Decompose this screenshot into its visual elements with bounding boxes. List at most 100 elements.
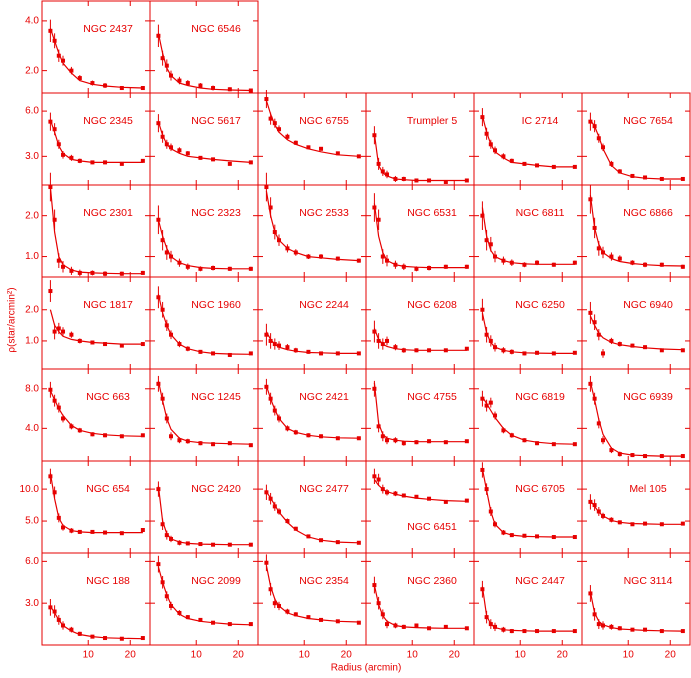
data-point [119, 434, 124, 439]
data-point [393, 623, 398, 628]
data-point [464, 178, 469, 183]
panel-frame [473, 368, 583, 462]
data-point [69, 155, 74, 160]
data-point [164, 416, 169, 421]
data-point [376, 217, 381, 222]
panel-frame [365, 460, 475, 554]
data-point [480, 213, 485, 218]
data-point [385, 338, 390, 343]
data-point [643, 345, 648, 350]
data-point [306, 433, 311, 438]
data-point [488, 242, 493, 247]
data-point [169, 73, 174, 78]
data-point [464, 498, 469, 503]
data-point [592, 612, 597, 617]
data-point [52, 217, 57, 222]
data-point [501, 348, 506, 353]
y-tick-label: 4.0 [25, 423, 39, 434]
data-point [488, 338, 493, 343]
panel-title: NGC 2099 [191, 575, 241, 587]
panel-frame [149, 552, 259, 646]
data-point [52, 398, 57, 403]
fit-line [589, 500, 683, 525]
data-point [227, 266, 232, 271]
data-point [601, 513, 606, 518]
data-point [551, 535, 556, 540]
data-point [48, 119, 53, 124]
data-point [572, 535, 577, 540]
panel-title: NGC 663 [86, 391, 130, 403]
data-point [592, 320, 597, 325]
fit-line [157, 121, 251, 163]
fit-line [481, 115, 575, 168]
data-point [488, 622, 493, 627]
panel-title: NGC 6811 [516, 207, 565, 219]
data-point [643, 521, 648, 526]
data-point [164, 594, 169, 599]
panel-title: NGC 6819 [515, 391, 565, 403]
data-point [427, 178, 432, 183]
y-tick-label: 8.0 [25, 383, 39, 394]
panel-frame [41, 92, 151, 186]
data-point [169, 603, 174, 608]
data-point [177, 78, 182, 83]
data-point [385, 622, 390, 627]
data-point [285, 246, 290, 251]
panel-frame [257, 276, 367, 370]
x-tick-label: 10 [191, 650, 203, 661]
data-point [617, 342, 622, 347]
data-point [480, 467, 485, 472]
data-point [596, 622, 601, 627]
data-point [522, 438, 527, 443]
data-point [617, 452, 622, 457]
data-point [617, 626, 622, 631]
data-point [380, 612, 385, 617]
data-point [285, 345, 290, 350]
panel-title: NGC 6451 [407, 521, 457, 533]
y-tick-label: 10.0 [20, 484, 40, 495]
data-point [609, 624, 614, 629]
data-point [90, 340, 95, 345]
data-point [293, 250, 298, 255]
data-point [680, 454, 685, 459]
y-tick-label: 6.0 [25, 106, 39, 117]
data-point [156, 487, 161, 492]
data-point [248, 542, 253, 547]
data-point [414, 494, 419, 499]
data-point [61, 264, 66, 269]
data-point [90, 529, 95, 534]
data-point [601, 351, 606, 356]
data-point [140, 86, 145, 91]
x-tick-label: 10 [407, 650, 419, 661]
data-point [385, 258, 390, 263]
data-point [268, 205, 273, 210]
data-point [480, 396, 485, 401]
data-point [319, 351, 324, 356]
data-point [160, 307, 165, 312]
data-point [427, 266, 432, 271]
data-point [464, 264, 469, 269]
data-point [501, 258, 506, 263]
data-point [609, 448, 614, 453]
data-point [414, 266, 419, 271]
data-point [319, 254, 324, 259]
data-point [185, 346, 190, 351]
data-point [272, 601, 277, 606]
data-point [90, 160, 95, 165]
fit-line [157, 566, 251, 626]
fit-line [589, 119, 683, 180]
panel-title: NGC 7654 [623, 115, 673, 127]
panel-title: NGC 2301 [83, 207, 133, 219]
data-point [393, 262, 398, 267]
data-point [272, 408, 277, 413]
fit-line [481, 468, 575, 538]
fit-line [49, 186, 143, 275]
data-point [393, 345, 398, 350]
data-point [156, 33, 161, 38]
panel-frame [149, 460, 259, 554]
data-point [69, 68, 74, 73]
data-point [588, 197, 593, 202]
data-point [372, 205, 377, 210]
data-point [164, 63, 169, 68]
x-axis-label: Radius (arcmin) [331, 663, 402, 674]
